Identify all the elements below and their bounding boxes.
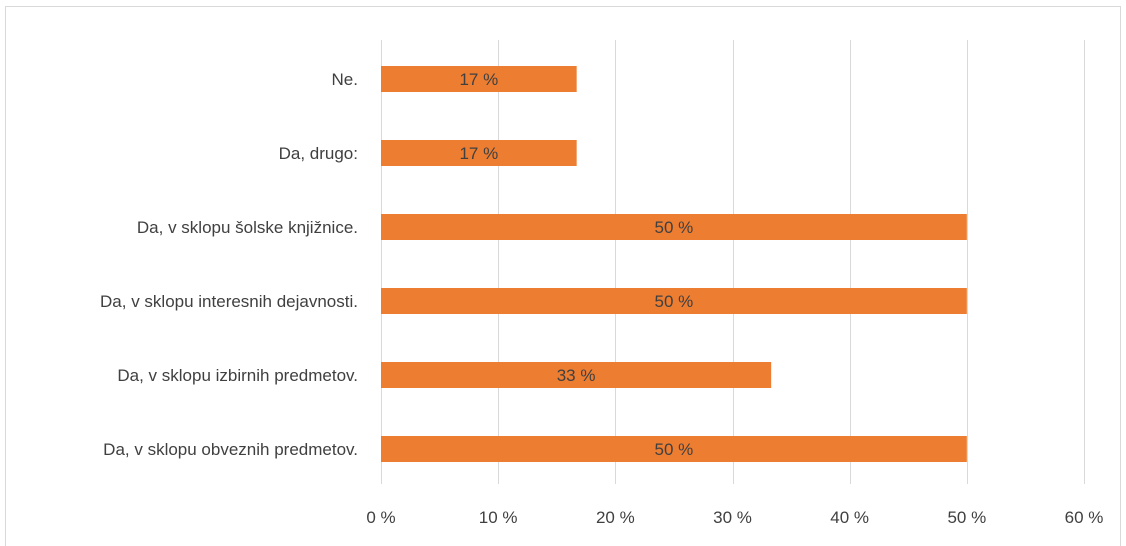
bar — [381, 288, 967, 314]
x-tick-label: 60 % — [1065, 508, 1104, 527]
category-label: Da, v sklopu izbirnih predmetov. — [117, 366, 358, 385]
data-label: 17 % — [459, 144, 498, 163]
bar — [381, 140, 577, 166]
x-tick-label: 50 % — [947, 508, 986, 527]
data-label: 33 % — [557, 366, 596, 385]
category-label: Da, v sklopu interesnih dejavnosti. — [100, 292, 358, 311]
x-tick-label: 10 % — [479, 508, 518, 527]
bar — [381, 436, 967, 462]
x-tick-label: 20 % — [596, 508, 635, 527]
x-tick-label: 30 % — [713, 508, 752, 527]
category-label: Da, v sklopu šolske knjižnice. — [137, 218, 358, 237]
data-label: 17 % — [459, 70, 498, 89]
category-label: Ne. — [332, 70, 358, 89]
data-label: 50 % — [655, 292, 694, 311]
x-tick-label: 0 % — [366, 508, 395, 527]
data-label: 50 % — [655, 218, 694, 237]
bar — [381, 214, 967, 240]
category-label: Da, drugo: — [279, 144, 358, 163]
bar — [381, 362, 772, 388]
data-label: 50 % — [655, 440, 694, 459]
bar — [381, 66, 577, 92]
category-label: Da, v sklopu obveznih predmetov. — [103, 440, 358, 459]
chart-frame — [5, 6, 1121, 546]
x-tick-label: 40 % — [830, 508, 869, 527]
